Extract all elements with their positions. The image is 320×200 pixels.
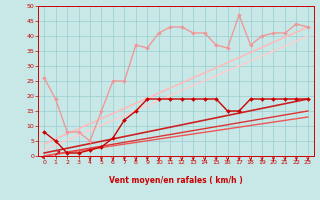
X-axis label: Vent moyen/en rafales ( km/h ): Vent moyen/en rafales ( km/h )	[109, 176, 243, 185]
